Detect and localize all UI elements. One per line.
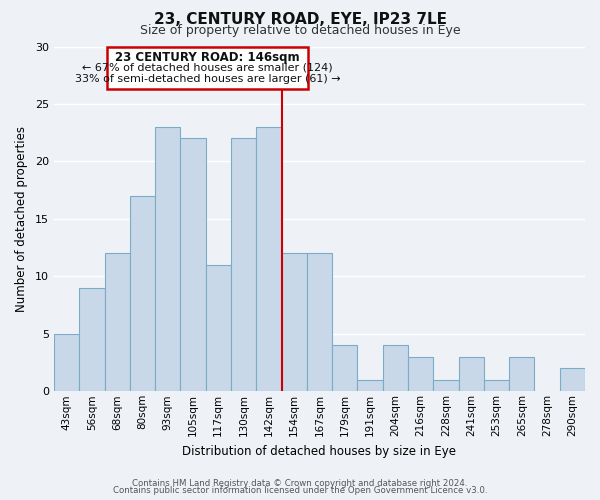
- Bar: [206, 265, 231, 392]
- Bar: [281, 254, 307, 392]
- Text: Size of property relative to detached houses in Eye: Size of property relative to detached ho…: [140, 24, 460, 37]
- Y-axis label: Number of detached properties: Number of detached properties: [15, 126, 28, 312]
- Text: 23 CENTURY ROAD: 146sqm: 23 CENTURY ROAD: 146sqm: [115, 50, 300, 64]
- Text: 23, CENTURY ROAD, EYE, IP23 7LE: 23, CENTURY ROAD, EYE, IP23 7LE: [154, 12, 446, 28]
- Bar: [104, 254, 130, 392]
- Bar: [433, 380, 458, 392]
- Bar: [231, 138, 256, 392]
- Bar: [358, 380, 383, 392]
- X-axis label: Distribution of detached houses by size in Eye: Distribution of detached houses by size …: [182, 444, 457, 458]
- Bar: [560, 368, 585, 392]
- Bar: [256, 127, 281, 392]
- Text: ← 67% of detached houses are smaller (124): ← 67% of detached houses are smaller (12…: [82, 62, 333, 72]
- Bar: [155, 127, 181, 392]
- Bar: [332, 346, 358, 392]
- Bar: [383, 346, 408, 392]
- Bar: [509, 357, 535, 392]
- Bar: [484, 380, 509, 392]
- Bar: [408, 357, 433, 392]
- Text: Contains HM Land Registry data © Crown copyright and database right 2024.: Contains HM Land Registry data © Crown c…: [132, 478, 468, 488]
- Text: 33% of semi-detached houses are larger (61) →: 33% of semi-detached houses are larger (…: [75, 74, 340, 84]
- Bar: [458, 357, 484, 392]
- Text: Contains public sector information licensed under the Open Government Licence v3: Contains public sector information licen…: [113, 486, 487, 495]
- Bar: [79, 288, 104, 392]
- Bar: [181, 138, 206, 392]
- Bar: [130, 196, 155, 392]
- FancyBboxPatch shape: [107, 46, 308, 89]
- Bar: [54, 334, 79, 392]
- Bar: [307, 254, 332, 392]
